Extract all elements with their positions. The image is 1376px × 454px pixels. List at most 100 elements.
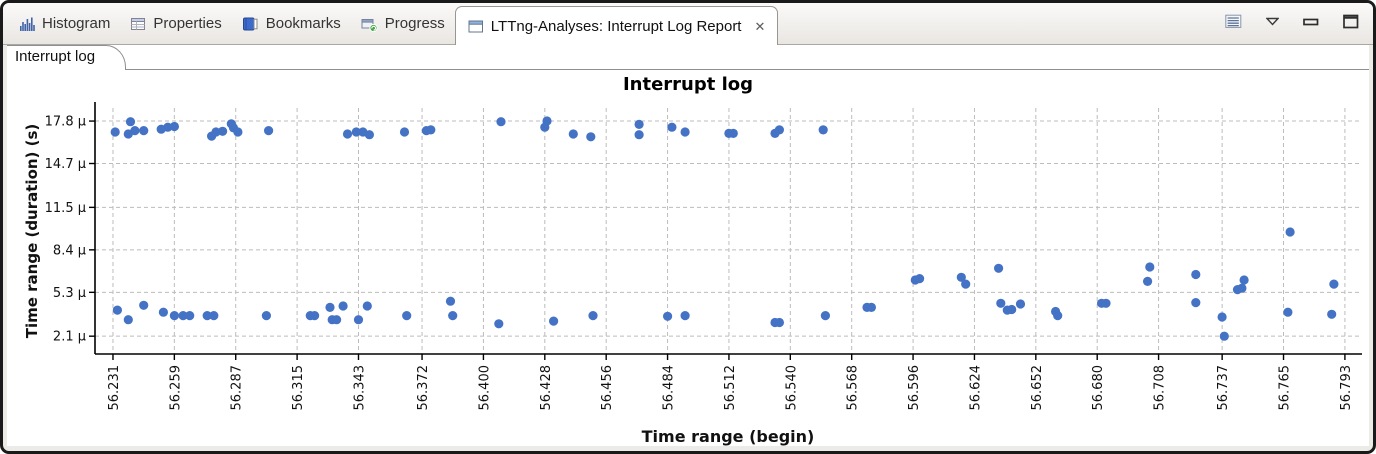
data-point xyxy=(820,311,831,321)
view-menu-icon[interactable] xyxy=(1225,14,1242,29)
data-point xyxy=(588,311,598,321)
tab-lttng-analyses-report[interactable]: LTTng-Analyses: Interrupt Log Report ✕ xyxy=(454,6,779,45)
data-point xyxy=(110,127,120,137)
data-point xyxy=(1053,311,1063,321)
data-point xyxy=(178,311,188,321)
x-tick-label: 56.372 xyxy=(416,365,431,411)
tab-label: Histogram xyxy=(42,15,111,32)
data-point xyxy=(1101,298,1111,308)
data-point xyxy=(774,125,785,135)
data-point xyxy=(353,315,364,325)
data-point xyxy=(130,126,140,136)
data-point xyxy=(351,127,361,137)
data-point xyxy=(1145,262,1155,272)
y-tick-label: 14.7 µ xyxy=(45,157,86,172)
data-point xyxy=(1191,269,1201,280)
x-tick-label: 56.652 xyxy=(1030,365,1045,411)
data-point xyxy=(961,279,971,289)
data-point xyxy=(399,127,410,137)
data-point xyxy=(1329,279,1339,289)
chart-tick-labels: 17.8 µ 14.7 µ 11.5 µ 8.4 µ 5.3 µ 2.1 µ 56.231 5… xyxy=(45,115,1354,411)
subtab-row: Interrupt log xyxy=(7,45,1369,70)
y-tick-label: 8.4 µ xyxy=(53,243,86,258)
scatter-chart-canvas[interactable]: 17.8 µ 14.7 µ 11.5 µ 8.4 µ 5.3 µ 2.1 µ 56.231 5… xyxy=(7,98,1375,454)
tab-label: LTTng-Analyses: Interrupt Log Report xyxy=(490,17,742,35)
data-point xyxy=(123,315,133,325)
x-tick-label: 56.428 xyxy=(539,365,554,411)
view-content: Interrupt log Interrupt log 17.8 µ 14.7 µ… xyxy=(7,45,1369,446)
data-point xyxy=(496,117,506,127)
data-point xyxy=(667,122,677,132)
dropdown-chevron-icon[interactable] xyxy=(1266,17,1279,26)
data-point xyxy=(494,319,504,329)
data-point xyxy=(542,116,552,126)
view-toolbar xyxy=(1225,14,1359,29)
data-point xyxy=(338,301,348,311)
data-point xyxy=(1015,299,1026,309)
data-point xyxy=(1191,298,1201,308)
tab-label: Properties xyxy=(153,15,222,32)
tab-progress[interactable]: Progress xyxy=(351,3,455,44)
data-point xyxy=(448,311,458,321)
data-point xyxy=(1217,312,1227,322)
scatter-points xyxy=(110,116,1339,341)
data-point xyxy=(956,272,966,282)
data-point xyxy=(445,296,456,306)
data-point xyxy=(1327,309,1337,319)
data-point xyxy=(139,126,149,136)
tab-label: Progress xyxy=(384,15,445,32)
data-point xyxy=(1239,275,1249,285)
x-tick-label: 56.456 xyxy=(600,365,615,411)
data-point xyxy=(364,130,374,140)
tab-histogram[interactable]: Histogram xyxy=(9,3,120,44)
maximize-icon[interactable] xyxy=(1343,14,1359,29)
subtab-interrupt-log[interactable]: Interrupt log xyxy=(7,45,127,70)
data-point xyxy=(158,307,168,317)
data-point xyxy=(680,127,690,137)
x-tick-label: 56.343 xyxy=(352,365,367,411)
data-point xyxy=(209,311,219,321)
data-point xyxy=(139,300,149,310)
data-point xyxy=(169,311,179,321)
close-icon[interactable]: ✕ xyxy=(754,18,766,34)
properties-icon xyxy=(130,16,146,32)
tab-properties[interactable]: Properties xyxy=(120,3,231,44)
data-point xyxy=(202,311,212,321)
data-point xyxy=(1007,304,1017,315)
histogram-icon xyxy=(19,16,35,32)
minimize-icon[interactable] xyxy=(1303,17,1319,27)
x-tick-label: 56.680 xyxy=(1091,365,1106,411)
data-point xyxy=(1285,227,1295,237)
data-point xyxy=(185,311,195,321)
x-tick-label: 56.287 xyxy=(230,365,245,411)
subtab-label: Interrupt log xyxy=(15,48,96,65)
x-tick-label: 56.400 xyxy=(477,365,492,411)
x-tick-label: 56.737 xyxy=(1216,365,1231,411)
data-point xyxy=(1143,276,1153,286)
tab-bookmarks[interactable]: Bookmarks xyxy=(232,3,351,44)
data-point xyxy=(634,130,644,140)
data-point xyxy=(402,311,412,321)
data-point xyxy=(1283,307,1293,317)
chart-title: Interrupt log xyxy=(622,74,754,95)
data-point xyxy=(774,317,785,328)
data-point xyxy=(233,127,243,137)
data-point xyxy=(1237,283,1247,293)
progress-icon xyxy=(361,16,378,32)
data-point xyxy=(426,125,436,135)
data-point xyxy=(663,311,673,321)
x-tick-label: 56.259 xyxy=(168,365,183,411)
tab-label: Bookmarks xyxy=(265,15,341,32)
data-point xyxy=(362,301,372,311)
data-point xyxy=(325,302,335,312)
y-tick-label: 11.5 µ xyxy=(45,201,86,216)
data-point xyxy=(218,126,228,136)
data-point xyxy=(342,129,353,139)
data-point xyxy=(915,274,925,284)
x-tick-label: 56.540 xyxy=(784,365,799,411)
x-tick-label: 56.596 xyxy=(907,365,922,411)
y-tick-label: 17.8 µ xyxy=(45,115,86,130)
y-tick-label: 2.1 µ xyxy=(53,330,86,345)
data-point xyxy=(866,302,877,312)
